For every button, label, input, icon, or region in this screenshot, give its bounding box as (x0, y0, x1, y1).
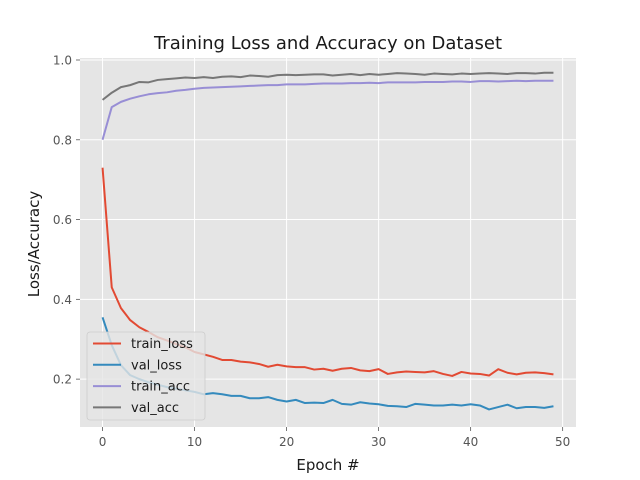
x-axis-ticks: 0 10 20 30 40 50 (99, 427, 570, 449)
x-tick-label: 30 (371, 435, 386, 449)
legend-label: train_loss (131, 337, 193, 352)
legend-box (86, 331, 206, 421)
x-tick-label: 0 (99, 435, 107, 449)
y-tick-label: 0.4 (53, 293, 72, 307)
x-axis-label: Epoch # (296, 456, 359, 474)
legend-label: val_acc (131, 401, 179, 416)
y-axis-label: Loss/Accuracy (25, 191, 43, 298)
x-tick-label: 40 (463, 435, 478, 449)
x-tick-label: 10 (187, 435, 202, 449)
y-axis-ticks: 0.2 0.4 0.6 0.8 1.0 (53, 53, 80, 387)
legend-label: train_acc (131, 380, 190, 395)
y-tick-label: 0.6 (53, 213, 72, 227)
x-tick-label: 20 (279, 435, 294, 449)
y-tick-label: 0.8 (53, 133, 72, 147)
y-tick-label: 1.0 (53, 53, 72, 67)
legend: train_loss val_loss train_acc val_acc (86, 331, 206, 421)
chart-title: Training Loss and Accuracy on Dataset (153, 33, 502, 54)
series-line-val-acc (101, 71, 554, 101)
y-tick-label: 0.2 (53, 373, 72, 387)
grid-lines (80, 58, 576, 427)
series-line-train-acc (101, 79, 554, 141)
legend-label: val_loss (131, 358, 182, 373)
x-tick-label: 50 (555, 435, 570, 449)
